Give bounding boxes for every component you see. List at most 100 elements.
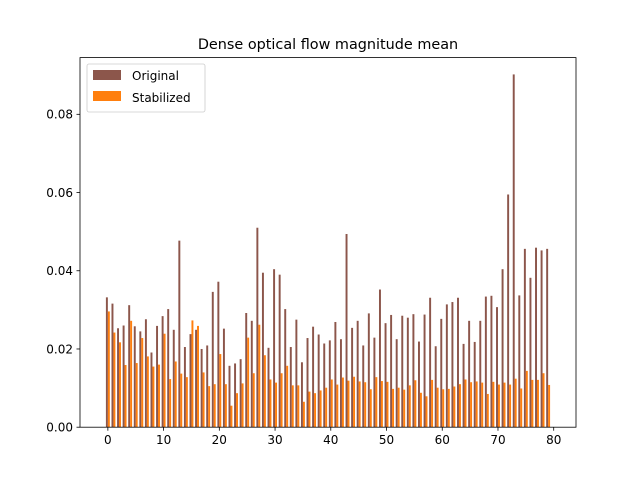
bar-stabilized-58 <box>431 379 434 428</box>
bar-original-41 <box>334 321 337 428</box>
bar-original-36 <box>306 338 309 428</box>
bar-original-32 <box>284 309 287 428</box>
bar-original-37 <box>312 326 315 428</box>
x-tick-label-40: 40 <box>323 433 338 447</box>
plot-frame <box>79 57 577 428</box>
bar-original-17 <box>200 348 203 428</box>
bar-stabilized-63 <box>458 384 461 428</box>
bar-original-71 <box>501 269 504 428</box>
bar-stabilized-20 <box>219 354 222 428</box>
bar-original-25 <box>245 313 248 428</box>
bar-original-75 <box>523 248 526 428</box>
bar-original-15 <box>189 334 192 428</box>
bar-original-60 <box>440 318 443 428</box>
bar-stabilized-24 <box>241 383 244 428</box>
bar-stabilized-60 <box>442 389 445 428</box>
bar-original-14 <box>183 347 186 428</box>
bar-original-56 <box>418 341 420 428</box>
bar-original-35 <box>300 362 303 428</box>
bar-original-59 <box>434 346 437 428</box>
x-tick-label-0: 0 <box>104 433 112 447</box>
bar-stabilized-41 <box>336 384 339 428</box>
bar-stabilized-37 <box>314 393 317 428</box>
bar-original-26 <box>250 320 253 428</box>
bar-stabilized-3 <box>124 365 127 428</box>
bar-original-4 <box>128 305 131 428</box>
bar-original-6 <box>139 331 142 428</box>
legend-label-original: Original <box>132 69 179 83</box>
bar-stabilized-9 <box>158 364 160 428</box>
bar-original-11 <box>167 309 170 428</box>
bar-stabilized-38 <box>319 390 322 428</box>
bar-stabilized-2 <box>119 342 121 428</box>
bar-original-21 <box>222 328 225 428</box>
bar-stabilized-14 <box>185 377 188 428</box>
bar-stabilized-8 <box>152 366 155 428</box>
bar-stabilized-13 <box>180 373 183 428</box>
bar-stabilized-54 <box>408 385 411 428</box>
bar-original-74 <box>518 295 521 428</box>
bar-stabilized-1 <box>113 332 116 428</box>
bar-stabilized-70 <box>497 384 500 428</box>
bar-stabilized-64 <box>464 379 467 428</box>
bar-original-45 <box>356 320 359 428</box>
bar-stabilized-4 <box>130 320 133 428</box>
bar-original-46 <box>362 345 365 428</box>
bar-original-12 <box>172 329 175 428</box>
bar-original-77 <box>535 247 537 428</box>
bar-stabilized-44 <box>353 376 356 428</box>
x-tick-label-60: 60 <box>435 433 450 447</box>
bar-original-72 <box>507 194 510 428</box>
bar-stabilized-59 <box>436 387 439 428</box>
bar-original-43 <box>345 233 348 428</box>
bar-original-8 <box>150 352 153 428</box>
bar-original-13 <box>178 240 181 428</box>
bar-original-53 <box>401 315 404 428</box>
bar-original-33 <box>289 347 292 428</box>
bar-stabilized-40 <box>330 379 333 428</box>
bar-stabilized-35 <box>302 401 305 428</box>
bar-stabilized-51 <box>392 388 395 428</box>
bar-stabilized-68 <box>486 393 489 428</box>
bar-stabilized-62 <box>453 386 456 428</box>
bar-stabilized-12 <box>174 361 177 428</box>
bar-original-58 <box>429 297 432 428</box>
bar-original-5 <box>133 326 136 428</box>
bar-stabilized-33 <box>291 385 294 428</box>
bar-original-1 <box>111 303 114 428</box>
bar-original-22 <box>228 365 231 428</box>
bar-stabilized-39 <box>325 387 328 428</box>
bar-stabilized-56 <box>419 392 422 428</box>
bar-stabilized-15 <box>191 320 194 428</box>
bar-stabilized-19 <box>213 384 216 428</box>
bar-original-70 <box>496 307 498 428</box>
x-tick-label-20: 20 <box>212 433 227 447</box>
x-tick-label-50: 50 <box>379 433 394 447</box>
bar-stabilized-42 <box>341 377 344 428</box>
bar-original-16 <box>195 329 198 428</box>
bar-stabilized-46 <box>364 382 367 428</box>
bar-stabilized-55 <box>414 380 417 428</box>
y-tick-label-4: 0.08 <box>46 108 73 122</box>
bar-original-27 <box>256 227 259 428</box>
y-tick-label-0: 0.00 <box>46 421 73 435</box>
bar-original-0 <box>105 297 108 428</box>
bar-stabilized-30 <box>275 382 278 428</box>
y-tick-label-1: 0.02 <box>46 342 73 356</box>
bar-original-63 <box>457 297 459 428</box>
bar-stabilized-22 <box>230 405 233 428</box>
bar-original-69 <box>490 295 493 428</box>
bar-original-38 <box>317 334 320 428</box>
bar-original-18 <box>206 345 209 428</box>
bar-stabilized-49 <box>380 381 383 428</box>
bar-stabilized-53 <box>403 389 406 428</box>
bar-stabilized-43 <box>347 380 350 428</box>
y-tick-label-2: 0.04 <box>46 264 73 278</box>
bar-original-7 <box>144 319 147 428</box>
bar-original-20 <box>217 281 220 428</box>
bar-stabilized-7 <box>146 356 149 428</box>
bar-stabilized-29 <box>269 379 272 428</box>
bar-original-73 <box>512 74 515 428</box>
